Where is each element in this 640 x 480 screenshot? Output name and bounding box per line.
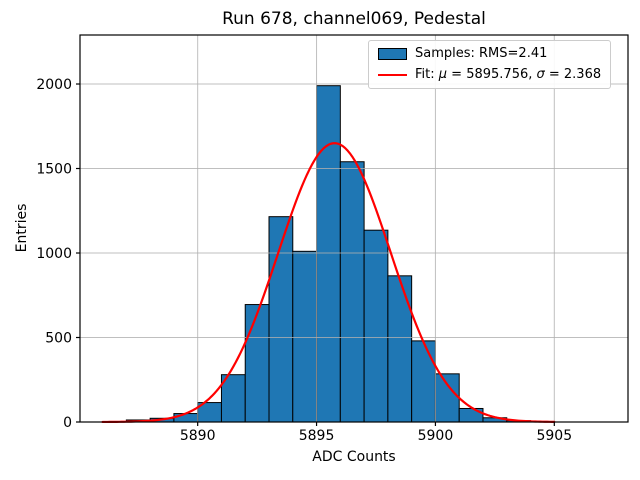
axes-frame <box>79 34 629 423</box>
chart-title: Run 678, channel069, Pedestal <box>222 9 486 29</box>
histogram-bar <box>339 161 365 423</box>
histogram-bar <box>173 413 199 423</box>
legend-label-samples: Samples: RMS=2.41 <box>415 46 548 61</box>
y-tick-label: 2000 <box>36 77 72 93</box>
histogram-bar <box>387 275 413 423</box>
y-tick-label: 500 <box>45 331 72 347</box>
legend-item-fit: Fit: μ = 5895.756, σ = 2.368 <box>378 67 601 83</box>
histogram-bar <box>244 304 270 423</box>
histogram-bar <box>316 85 341 423</box>
x-tick-label: 5905 <box>536 428 572 444</box>
x-tick-label: 5895 <box>299 428 335 444</box>
fit-curve <box>101 142 556 424</box>
fit-line-icon <box>378 69 407 81</box>
legend-item-samples: Samples: RMS=2.41 <box>378 46 601 62</box>
y-axis-label: Entries <box>14 203 30 253</box>
x-axis-label: ADC Counts <box>312 449 396 465</box>
x-tick-label: 5900 <box>418 428 454 444</box>
y-tick-label: 1000 <box>36 246 72 262</box>
legend: Samples: RMS=2.41 Fit: μ = 5895.756, σ = … <box>368 40 612 89</box>
y-tick-label: 0 <box>63 415 72 431</box>
y-tick-label: 1500 <box>36 162 72 178</box>
samples-patch-icon <box>378 48 407 60</box>
legend-label-fit: Fit: μ = 5895.756, σ = 2.368 <box>415 67 602 82</box>
histogram-bar <box>411 340 436 423</box>
x-tick-label: 5890 <box>180 428 216 444</box>
histogram-bar <box>458 407 484 423</box>
histogram-bar <box>434 373 460 423</box>
histogram-bar <box>363 229 389 423</box>
histogram-bar <box>292 250 318 423</box>
